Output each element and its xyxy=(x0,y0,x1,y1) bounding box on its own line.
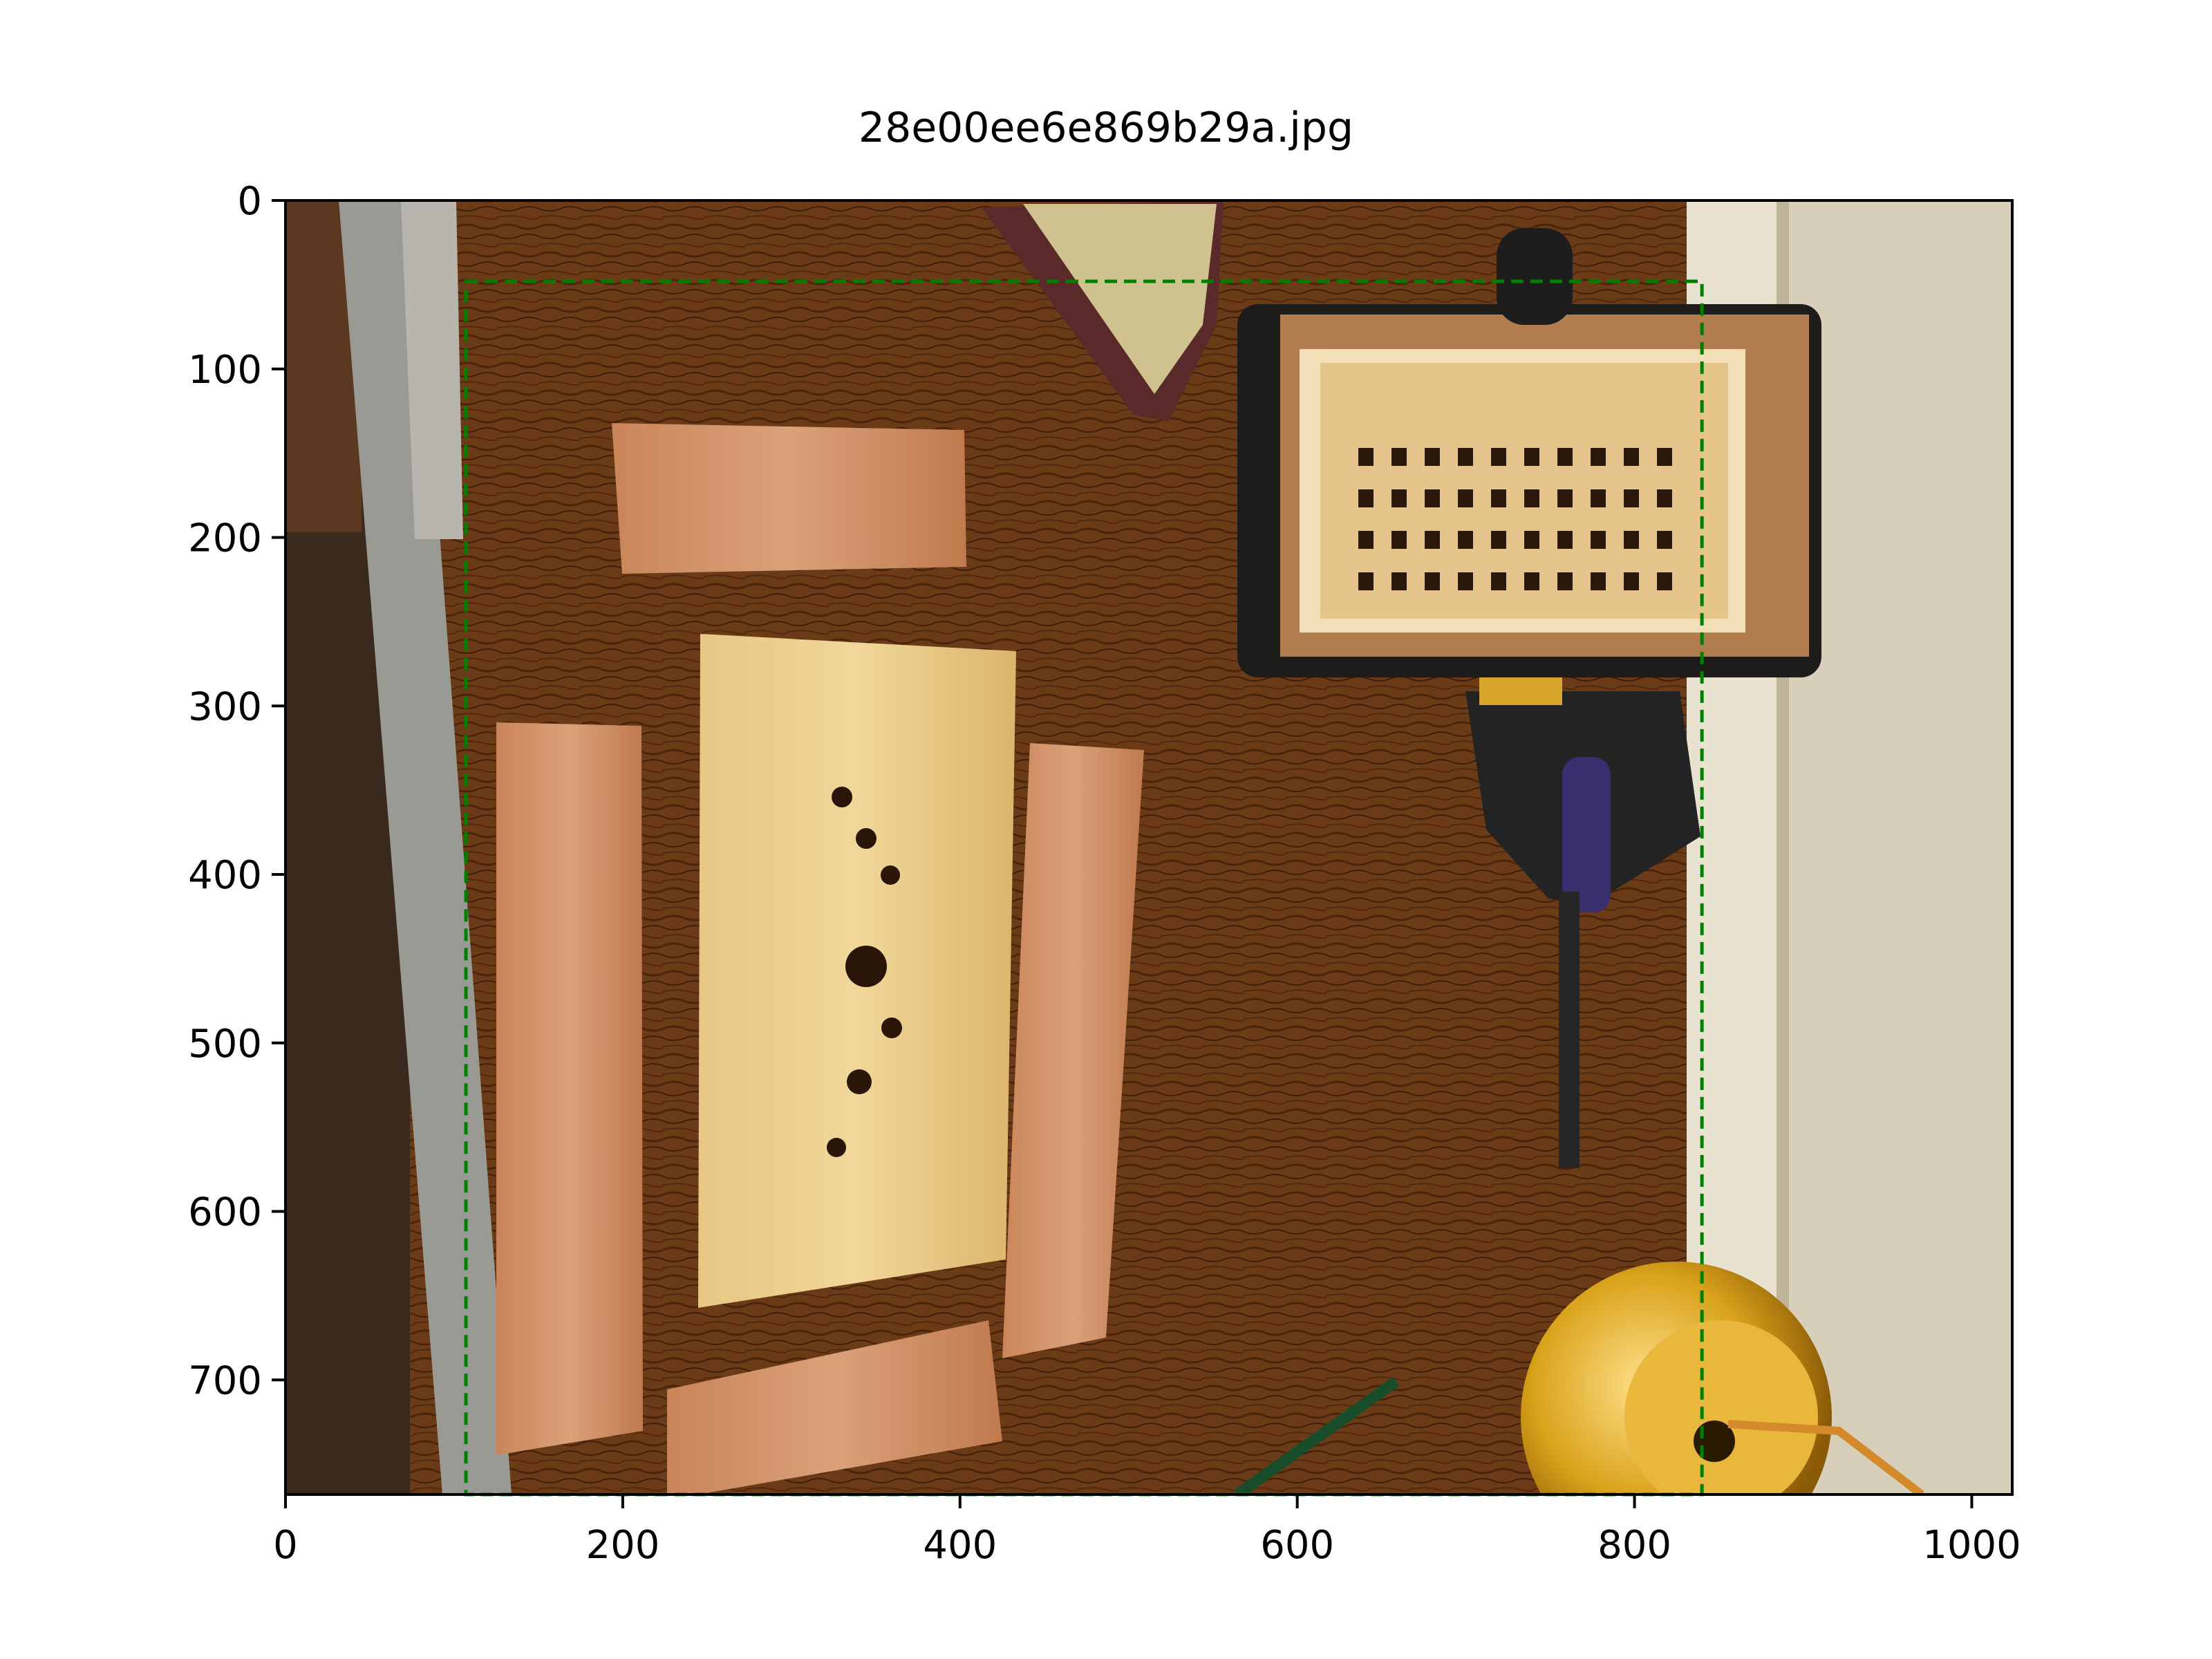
y-tick-label: 600 xyxy=(188,1190,262,1235)
cedar-board-left xyxy=(496,722,643,1455)
brass-door-knob xyxy=(1521,1262,1924,1494)
sandpaper xyxy=(982,200,1224,422)
vent-hole xyxy=(1657,531,1672,549)
y-axis: 0 100 200 300 400 500 600 700 xyxy=(188,179,285,1403)
vent-hole xyxy=(1624,448,1639,466)
vent-hole xyxy=(1358,572,1374,590)
vent-hole xyxy=(1391,448,1407,466)
vent-hole xyxy=(1358,448,1374,466)
vent-hole xyxy=(1391,489,1407,507)
quick-grip-clamp xyxy=(1465,228,1700,1168)
vent-hole xyxy=(1425,531,1440,549)
vent-hole xyxy=(1591,448,1606,466)
vent-hole xyxy=(1425,448,1440,466)
vent-hole xyxy=(1458,531,1473,549)
x-tick-label: 400 xyxy=(923,1523,997,1568)
vent-hole xyxy=(1524,448,1539,466)
vent-hole xyxy=(1557,489,1573,507)
vent-hole xyxy=(1624,489,1639,507)
vent-hole xyxy=(1524,572,1539,590)
x-tick-label: 200 xyxy=(585,1523,659,1568)
vent-hole xyxy=(1657,572,1672,590)
vent-hole xyxy=(1425,489,1440,507)
x-tick-label: 800 xyxy=(1597,1523,1671,1568)
vent-hole xyxy=(1591,531,1606,549)
vent-hole xyxy=(1391,572,1407,590)
cedar-board-top xyxy=(612,423,966,574)
vent-hole xyxy=(1591,572,1606,590)
vent-hole xyxy=(1657,489,1672,507)
vent-hole xyxy=(1491,572,1506,590)
x-tick-label: 1000 xyxy=(1922,1523,2021,1568)
vent-hole xyxy=(1458,572,1473,590)
vent-hole xyxy=(1458,489,1473,507)
vent-hole xyxy=(1591,489,1606,507)
pencil xyxy=(1234,1376,1400,1494)
vent-hole xyxy=(1358,489,1374,507)
y-tick-label: 0 xyxy=(237,179,262,224)
vent-hole xyxy=(1624,531,1639,549)
vent-hole xyxy=(1491,489,1506,507)
figure-title: 28e00ee6e869b29a.jpg xyxy=(858,104,1354,152)
y-tick-label: 700 xyxy=(188,1358,262,1403)
vent-hole xyxy=(1657,448,1672,466)
x-tick-label: 600 xyxy=(1260,1523,1334,1568)
vent-hole xyxy=(1524,489,1539,507)
vent-hole xyxy=(1458,448,1473,466)
vent-hole xyxy=(1491,448,1506,466)
y-tick-label: 500 xyxy=(188,1022,262,1067)
vent-hole xyxy=(1557,572,1573,590)
x-tick-label: 0 xyxy=(273,1523,298,1568)
x-axis: 0 200 400 600 800 1000 xyxy=(273,1494,2021,1568)
y-tick-label: 100 xyxy=(188,348,262,393)
photo xyxy=(285,200,2012,1494)
vent-hole xyxy=(1391,531,1407,549)
vent-hole xyxy=(1358,531,1374,549)
vent-hole xyxy=(1624,572,1639,590)
vent-hole xyxy=(1524,531,1539,549)
vent-hole xyxy=(1491,531,1506,549)
y-tick-label: 300 xyxy=(188,684,262,729)
cedar-board-right xyxy=(1002,743,1144,1358)
axes-frame xyxy=(284,199,2014,1496)
vent-hole xyxy=(1557,448,1573,466)
y-tick-label: 400 xyxy=(188,853,262,898)
vent-hole xyxy=(1425,572,1440,590)
y-tick-label: 200 xyxy=(188,516,262,561)
cedar-board-bottom xyxy=(667,1320,1002,1494)
vent-hole xyxy=(1557,531,1573,549)
